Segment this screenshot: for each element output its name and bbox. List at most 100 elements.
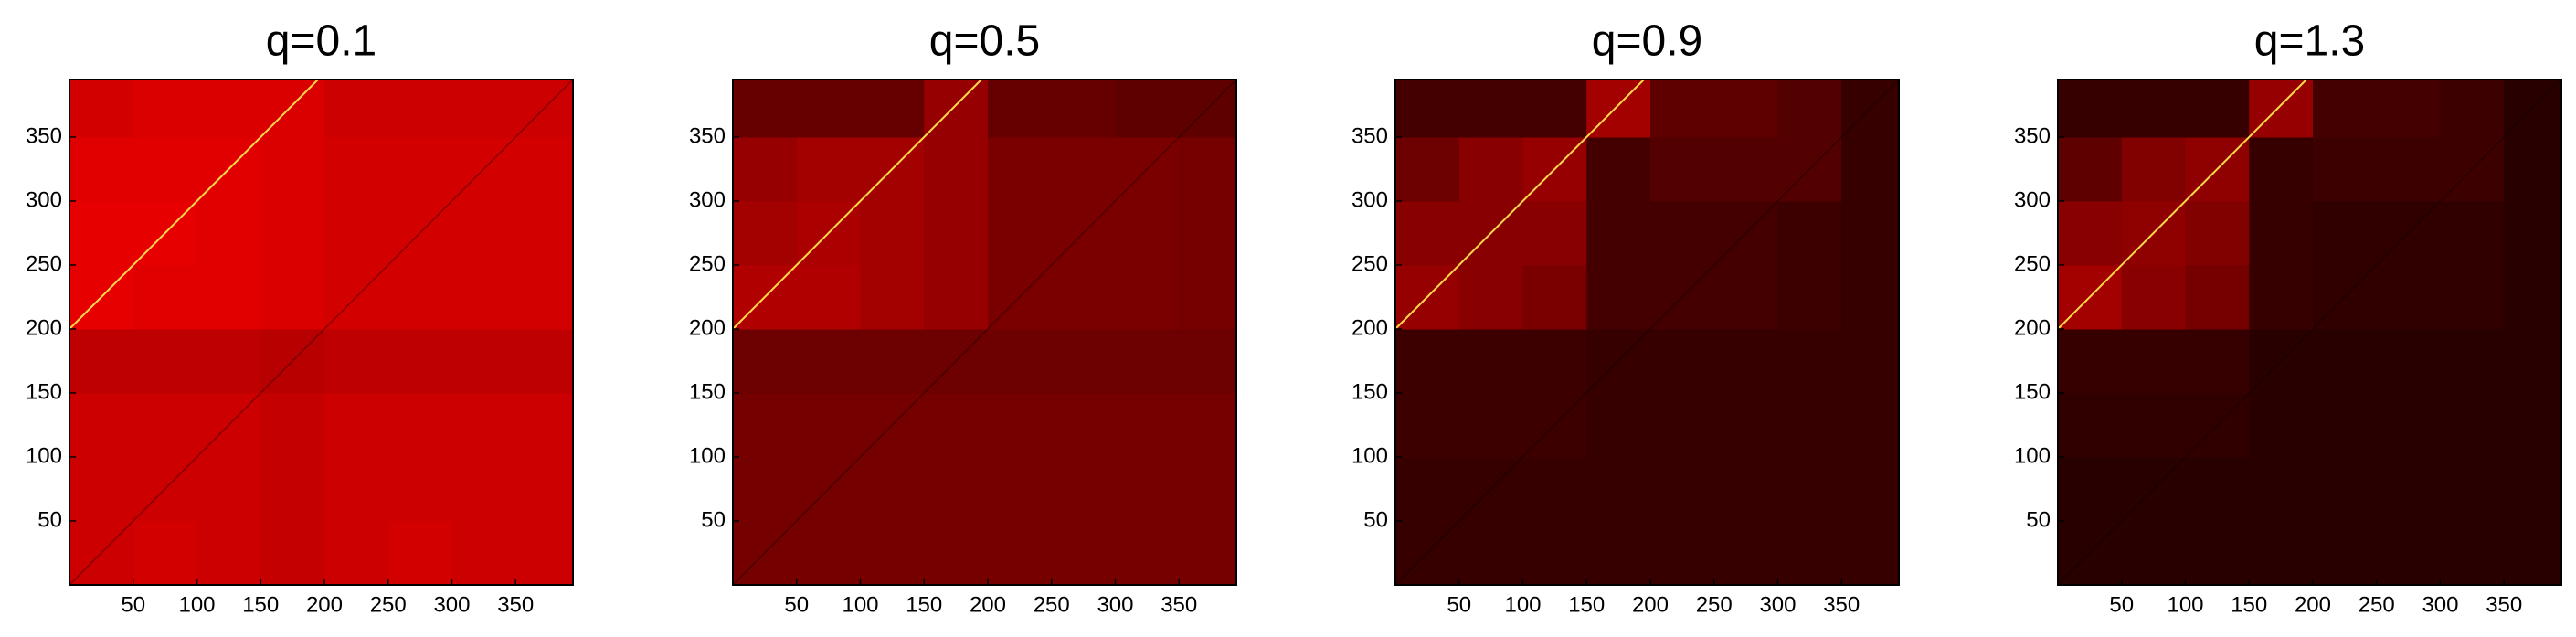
plot-frame — [732, 79, 1237, 586]
x-tick-label: 100 — [842, 592, 878, 617]
heatmap-cell — [451, 521, 516, 586]
heatmap-cell — [69, 457, 134, 522]
heatmap-cell — [1179, 80, 1237, 138]
heatmap-cell — [2312, 137, 2378, 202]
x-tick-label: 150 — [2231, 592, 2267, 617]
heatmap-cell — [515, 137, 574, 202]
y-tick-label: 50 — [37, 507, 62, 532]
heatmap-cell — [796, 265, 861, 330]
x-tick-label: 300 — [433, 592, 470, 617]
heatmap-cell — [387, 393, 452, 458]
chart-title: q=0.5 — [929, 17, 1040, 66]
diagonal — [69, 79, 319, 330]
heatmap-cell — [1586, 265, 1651, 330]
heatmap-cell — [2312, 393, 2378, 458]
heatmap-cell — [2121, 329, 2186, 394]
heatmap-cell — [515, 393, 574, 458]
heatmap-cell — [1713, 80, 1778, 138]
heatmap-cell — [987, 137, 1053, 202]
heatmap-cell — [1051, 329, 1116, 394]
heatmap-cell — [924, 521, 989, 586]
heatmap-cell — [1458, 457, 1523, 522]
y-tick-label: 300 — [1352, 187, 1388, 212]
heatmap-cell — [69, 521, 134, 586]
heatmap-cell — [2376, 201, 2441, 266]
heatmap-cell — [733, 457, 798, 522]
heatmap-cell — [515, 80, 574, 138]
heatmap-cell — [2440, 521, 2505, 586]
x-tick-label: 300 — [1759, 592, 1796, 617]
heatmap-cell — [323, 201, 389, 266]
heatmap-cell — [1395, 521, 1460, 586]
heatmap-cell — [733, 329, 798, 394]
heatmap-cell — [1649, 265, 1715, 330]
heatmap-cell — [924, 80, 989, 138]
heatmap-cell — [260, 265, 325, 330]
heatmap-cell — [1586, 137, 1651, 202]
chart-title: q=0.9 — [1592, 17, 1702, 66]
y-tick-label: 100 — [2014, 443, 2051, 468]
heatmap-cell — [1115, 265, 1180, 330]
plot-frame — [1394, 79, 1900, 586]
heatmap-cell — [2121, 80, 2186, 138]
heatmap-cell — [1841, 521, 1900, 586]
heatmap-cell — [733, 80, 798, 138]
x-tick-label: 200 — [306, 592, 343, 617]
x-tick-label: 200 — [1632, 592, 1669, 617]
heatmap-cell — [2249, 80, 2314, 138]
heatmap-cell — [796, 80, 861, 138]
heatmap-cell — [1522, 80, 1587, 138]
heatmap-cell — [387, 521, 452, 586]
heatmap-cell — [1115, 521, 1180, 586]
y-tick-label: 200 — [26, 315, 62, 340]
heatmap-cell — [1586, 201, 1651, 266]
heatmap-cell — [860, 265, 925, 330]
heatmap-cell — [924, 393, 989, 458]
heatmap-cell — [1395, 137, 1460, 202]
heatmap-cell — [2312, 201, 2378, 266]
heatmap-cell — [987, 457, 1053, 522]
heatmap-cell — [1586, 521, 1651, 586]
heatmap-cell — [260, 457, 325, 522]
heatmap-cell — [1649, 137, 1715, 202]
heatmap-cell — [1179, 329, 1237, 394]
heatmap-cell — [2440, 201, 2505, 266]
heatmap-cell — [1179, 457, 1237, 522]
heatmap-cell — [2312, 329, 2378, 394]
heatmap-cell — [2440, 137, 2505, 202]
y-tick-label: 50 — [1363, 507, 1388, 532]
heatmap-cell — [733, 521, 798, 586]
heatmap-cell — [1395, 457, 1460, 522]
heatmap-cell — [987, 329, 1053, 394]
chart-title: q=1.3 — [2254, 17, 2365, 66]
heatmap-cell — [2058, 457, 2123, 522]
heatmap-cell — [260, 521, 325, 586]
heatmap-cell — [1777, 137, 1842, 202]
heatmap-cell — [733, 201, 798, 266]
heatmap-cell — [69, 137, 134, 202]
heatmap-cell — [1051, 137, 1116, 202]
heatmap-cell — [2185, 80, 2250, 138]
heatmap-cell — [987, 265, 1053, 330]
heatmap-cell — [1713, 137, 1778, 202]
y-tick-label: 100 — [689, 443, 726, 468]
heatmap-cell — [69, 393, 134, 458]
heatmap-cell — [323, 265, 389, 330]
heatmap-cell — [1051, 521, 1116, 586]
y-tick-label: 350 — [689, 123, 726, 148]
heatmap-cell — [2121, 457, 2186, 522]
heatmap-cell — [2440, 265, 2505, 330]
heatmap-cell — [133, 393, 197, 458]
heatmap-cell — [196, 393, 261, 458]
heatmap-cell — [1115, 393, 1180, 458]
heatmap-cell — [515, 201, 574, 266]
heatmap-cell — [2376, 521, 2441, 586]
heatmap-cell — [796, 521, 861, 586]
y-tick-label: 350 — [1352, 123, 1388, 148]
heatmap-cell — [2504, 265, 2562, 330]
heatmap-cell — [1051, 80, 1116, 138]
heatmap-cell — [1115, 137, 1180, 202]
heatmap-cell — [387, 457, 452, 522]
heatmap-cell — [133, 80, 197, 138]
